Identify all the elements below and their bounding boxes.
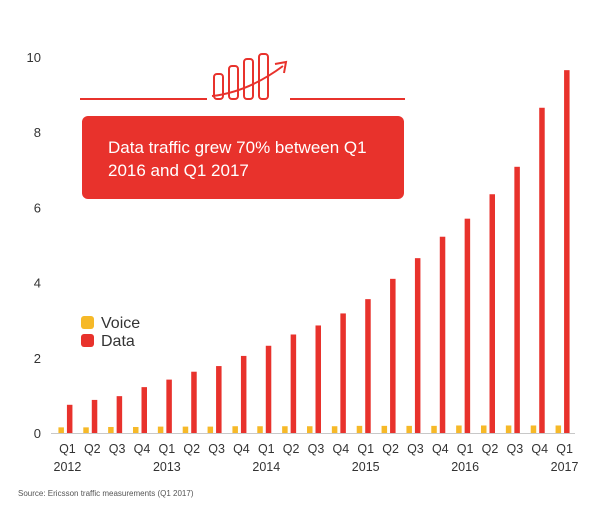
y-tick-label: 4 xyxy=(34,276,41,291)
bar-voice xyxy=(58,427,64,433)
bar-voice xyxy=(505,425,512,433)
legend-item-voice: Voice xyxy=(81,315,140,332)
x-year-label: 2013 xyxy=(153,460,181,474)
x-axis: Q1 Q2 Q3 Q4 Q1 Q2 Q3 Q4 Q1 Q2 Q3 Q4 Q1 Q2 Q3 Q4 Q1 Q2 Q3 Q4… xyxy=(54,442,579,474)
y-axis: 0 2 4 6 8 10 xyxy=(27,50,575,441)
bar-voice xyxy=(456,425,462,433)
bar-voice xyxy=(257,426,263,433)
y-tick-label: 2 xyxy=(34,351,41,366)
x-tick-label: Q2 xyxy=(183,442,200,456)
x-tick-label: Q4 xyxy=(333,442,350,456)
bar-data xyxy=(265,345,272,433)
bar-data xyxy=(290,334,297,433)
x-tick-label: Q4 xyxy=(531,442,548,456)
legend-item-data: Data xyxy=(81,333,135,350)
x-tick-label: Q3 xyxy=(507,442,524,456)
legend-label-data: Data xyxy=(101,333,135,350)
bar-data xyxy=(141,387,147,433)
x-tick-label: Q4 xyxy=(233,442,250,456)
bar-data xyxy=(439,236,446,433)
x-tick-label: Q2 xyxy=(382,442,399,456)
bar-data xyxy=(191,371,197,433)
x-year-label: 2014 xyxy=(252,460,280,474)
bar-voice xyxy=(381,425,388,433)
x-tick-label: Q3 xyxy=(308,442,325,456)
y-tick-label: 6 xyxy=(34,200,41,215)
x-year-label: 2016 xyxy=(451,460,479,474)
bar-data xyxy=(216,366,222,433)
x-year-label: 2015 xyxy=(352,460,380,474)
x-tick-label: Q1 xyxy=(556,442,573,456)
bar-voice xyxy=(555,425,562,433)
bar-voice xyxy=(207,426,214,433)
x-tick-label: Q1 xyxy=(357,442,374,456)
bar-voice xyxy=(331,426,338,433)
x-tick-label: Q2 xyxy=(482,442,499,456)
source-note: Source: Ericsson traffic measurements (Q… xyxy=(18,489,194,498)
x-year-label: 2017 xyxy=(551,460,579,474)
bar-voice xyxy=(133,426,139,433)
x-tick-label: Q1 xyxy=(59,442,76,456)
annotation-callout: Data traffic grew 70% between Q1 2016 an… xyxy=(82,116,404,199)
x-tick-label: Q1 xyxy=(159,442,176,456)
bar-data xyxy=(539,107,545,433)
bars xyxy=(58,70,570,434)
bar-voice xyxy=(157,426,164,433)
x-tick-label: Q1 xyxy=(457,442,474,456)
y-tick-label: 10 xyxy=(27,50,41,65)
bar-voice xyxy=(481,425,487,433)
bar-voice xyxy=(530,425,537,433)
bar-voice xyxy=(307,426,313,433)
x-tick-label: Q1 xyxy=(258,442,275,456)
y-tick-label: 8 xyxy=(34,125,41,140)
bar-data xyxy=(365,299,371,433)
bar-data xyxy=(414,258,421,433)
bar-voice xyxy=(356,425,363,433)
x-tick-label: Q3 xyxy=(109,442,126,456)
bar-data xyxy=(240,355,247,433)
x-tick-label: Q2 xyxy=(84,442,101,456)
bar-data xyxy=(166,379,172,433)
bar-voice xyxy=(83,427,89,433)
bar-voice xyxy=(182,426,189,433)
bar-voice xyxy=(232,426,238,433)
annotation-text: Data traffic grew 70% between Q1 2016 an… xyxy=(108,138,367,180)
bar-data xyxy=(315,325,321,433)
bar-data xyxy=(564,70,570,433)
bar-voice xyxy=(406,425,412,433)
bar-data xyxy=(66,404,73,433)
x-tick-label: Q4 xyxy=(134,442,151,456)
bar-voice xyxy=(108,426,114,433)
x-tick-label: Q3 xyxy=(407,442,424,456)
bar-data xyxy=(464,218,471,433)
bar-data xyxy=(514,166,520,434)
x-tick-label: Q4 xyxy=(432,442,449,456)
bar-voice xyxy=(431,425,437,433)
bar-data xyxy=(390,278,396,433)
x-year-label: 2012 xyxy=(54,460,82,474)
legend: Voice Data xyxy=(81,315,140,350)
y-tick-label: 0 xyxy=(34,426,41,441)
bar-voice xyxy=(282,426,288,433)
bar-data xyxy=(116,396,123,433)
x-tick-label: Q2 xyxy=(283,442,300,456)
bar-data xyxy=(91,399,98,433)
bar-data xyxy=(340,313,346,433)
legend-label-voice: Voice xyxy=(101,315,140,332)
x-tick-label: Q3 xyxy=(208,442,225,456)
bar-data xyxy=(489,194,495,433)
growth-chart-icon xyxy=(80,53,405,100)
